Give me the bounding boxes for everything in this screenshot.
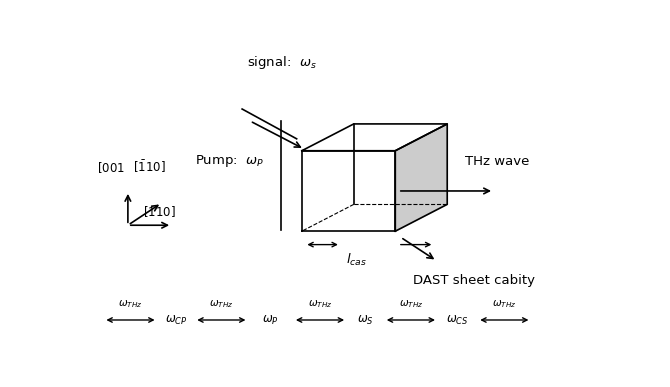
Text: $[001$: $[001$: [96, 160, 125, 175]
Text: DAST sheet cabity: DAST sheet cabity: [413, 274, 535, 287]
Text: Pump:  $\omega_P$: Pump: $\omega_P$: [196, 153, 265, 169]
Text: $[\bar{1}10]$: $[\bar{1}10]$: [133, 159, 165, 175]
Text: $\omega_{THz}$: $\omega_{THz}$: [118, 298, 143, 310]
Polygon shape: [302, 151, 395, 231]
Text: $\omega_{THz}$: $\omega_{THz}$: [308, 298, 332, 310]
Text: $[110]$: $[110]$: [143, 204, 176, 219]
Text: THz wave: THz wave: [466, 155, 530, 168]
Text: signal:  $\omega_s$: signal: $\omega_s$: [247, 54, 317, 71]
Text: $\omega_S$: $\omega_S$: [357, 313, 374, 327]
Text: $\omega_{THz}$: $\omega_{THz}$: [399, 298, 423, 310]
Text: $\omega_{THz}$: $\omega_{THz}$: [209, 298, 234, 310]
Text: $\omega_{CS}$: $\omega_{CS}$: [446, 313, 469, 327]
Polygon shape: [302, 124, 448, 151]
Text: $\omega_P$: $\omega_P$: [262, 313, 279, 327]
Text: $\omega_{THz}$: $\omega_{THz}$: [492, 298, 517, 310]
Polygon shape: [395, 124, 448, 231]
Text: $\omega_{CP}$: $\omega_{CP}$: [165, 313, 188, 327]
Text: $l_{cas}$: $l_{cas}$: [346, 252, 367, 267]
